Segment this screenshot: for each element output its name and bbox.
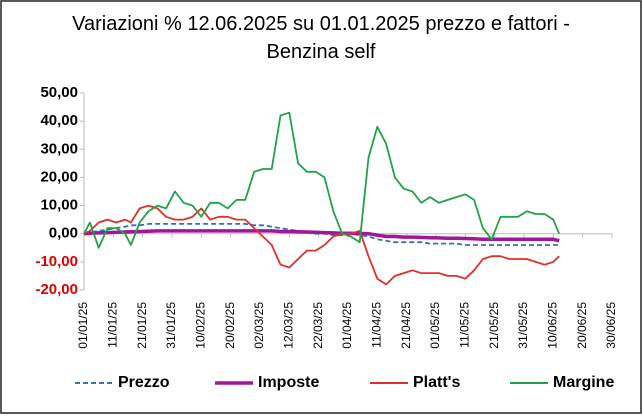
y-tick-label: 50,00	[40, 84, 78, 101]
series-line	[83, 111, 561, 249]
x-tick-label: 12/03/25	[282, 302, 296, 349]
y-tick-label: 10,00	[40, 197, 78, 214]
x-tick-label: 11/05/25	[458, 302, 472, 348]
x-tick-label: 31/01/25	[164, 302, 178, 349]
y-tick-label: 20,00	[40, 168, 78, 185]
y-tick-label: -20,00	[35, 281, 78, 298]
x-tick-label: 10/02/25	[194, 302, 208, 349]
x-tick-label: 21/05/25	[487, 302, 501, 349]
x-tick-label: 10/06/25	[546, 302, 560, 349]
x-tick-label: 22/03/25	[311, 302, 325, 349]
series-line	[83, 229, 560, 243]
y-tick-label: 40,00	[40, 112, 78, 129]
x-tick-label: 01/04/25	[340, 302, 354, 349]
series-line	[83, 204, 560, 286]
legend-label: Prezzo	[118, 374, 170, 391]
legend-label: Platt's	[413, 374, 460, 391]
x-tick-label: 21/01/25	[135, 302, 149, 349]
x-tick-label: 01/01/25	[76, 302, 90, 349]
x-tick-label: 21/04/25	[399, 302, 413, 349]
x-tick-label: 11/01/25	[106, 302, 120, 348]
series-line	[83, 223, 560, 246]
legend-label: Margine	[553, 374, 614, 391]
y-tick-label: -10,00	[35, 253, 78, 270]
x-tick-label: 11/04/25	[370, 302, 384, 348]
legend-label: Imposte	[258, 374, 319, 391]
x-tick-label: 01/05/25	[428, 302, 442, 349]
title-box: Variazioni % 12.06.2025 su 01.01.2025 pr…	[72, 13, 570, 63]
x-tick-label: 30/06/25	[604, 302, 618, 349]
x-tick-label: 20/06/25	[575, 302, 589, 349]
y-tick-label: 30,00	[40, 140, 78, 157]
chart-title: Variazioni % 12.06.2025 su 01.01.2025 pr…	[72, 13, 570, 63]
x-tick-label: 31/05/25	[516, 302, 530, 349]
x-tick-label: 20/02/25	[223, 302, 237, 349]
y-tick-label: 0,00	[49, 225, 78, 242]
x-tick-label: 02/03/25	[252, 302, 266, 349]
